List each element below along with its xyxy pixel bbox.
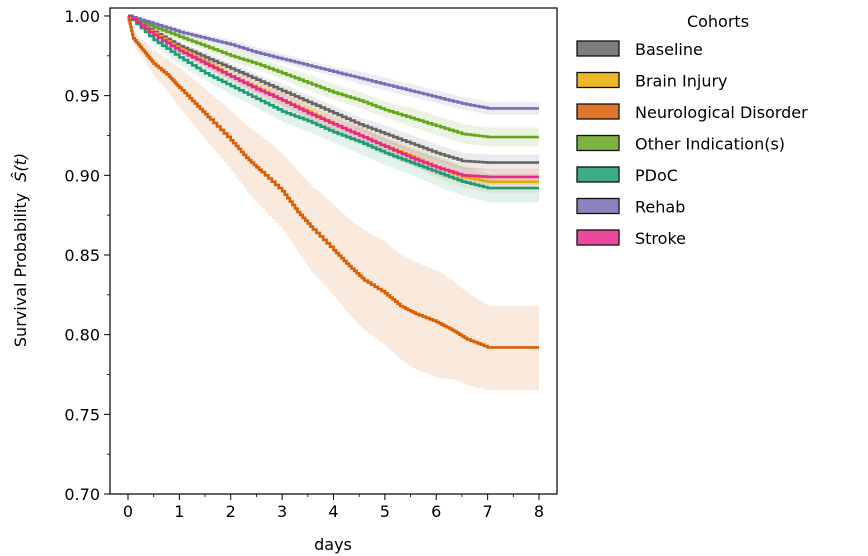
ci-band-baseline bbox=[128, 16, 539, 171]
legend-swatch-rehab bbox=[576, 197, 620, 215]
series-line-other-indication-s bbox=[128, 14, 539, 139]
series-line-stroke bbox=[128, 14, 539, 179]
x-axis-label: days bbox=[314, 535, 352, 554]
series-line-pdoc bbox=[128, 14, 539, 190]
ci-band-neurological-disorder bbox=[128, 16, 539, 391]
legend-label-rehab: Rehab bbox=[635, 198, 685, 217]
y-tick-label-0.80: 0.80 bbox=[64, 326, 100, 345]
ci-band-brain-injury bbox=[128, 16, 539, 193]
legend-swatch-pdoc bbox=[576, 166, 620, 183]
legend-swatch-baseline bbox=[576, 40, 620, 57]
ci-band-pdoc bbox=[128, 16, 539, 203]
series-line-rehab bbox=[128, 14, 539, 110]
legend-swatch-brain-injury bbox=[576, 71, 620, 89]
legend-label-stroke: Stroke bbox=[635, 229, 686, 248]
legend: Cohorts Baseline Brain Injury Neurological… bbox=[576, 12, 808, 248]
x-tick-label-7: 7 bbox=[483, 502, 493, 521]
series-line-neurological-disorder bbox=[127, 14, 539, 349]
x-tick-label-4: 4 bbox=[328, 502, 338, 521]
y-axis-label-math: Ŝ(t) bbox=[11, 153, 30, 182]
y-axis-label: Survival Probability Ŝ(t) bbox=[11, 153, 30, 347]
x-tick-label-1: 1 bbox=[174, 502, 184, 521]
y-tick-label-0.85: 0.85 bbox=[64, 246, 100, 265]
x-tick-label-5: 5 bbox=[380, 502, 390, 521]
legend-swatch-neurological-disorder bbox=[576, 103, 620, 120]
x-tick-label-8: 8 bbox=[534, 502, 544, 521]
x-tick-label-6: 6 bbox=[431, 502, 441, 521]
x-tick-label-0: 0 bbox=[123, 502, 133, 521]
y-axis: 0.70 0.75 0.80 0.85 0.90 0.95 1.00 bbox=[64, 7, 110, 504]
y-tick-label-0.95: 0.95 bbox=[64, 87, 100, 106]
series-line-baseline bbox=[128, 14, 539, 164]
y-tick-label-0.90: 0.90 bbox=[64, 166, 100, 185]
legend-label-pdoc: PDoC bbox=[635, 166, 678, 185]
survival-curves bbox=[127, 14, 539, 349]
legend-label-baseline: Baseline bbox=[635, 40, 703, 59]
y-tick-label-1.00: 1.00 bbox=[64, 7, 100, 26]
legend-title: Cohorts bbox=[687, 12, 749, 31]
x-tick-label-2: 2 bbox=[226, 502, 236, 521]
y-axis-label-text: Survival Probability bbox=[11, 193, 30, 347]
legend-label-other-indication-s: Other Indication(s) bbox=[635, 135, 785, 154]
legend-label-neurological-disorder: Neurological Disorder bbox=[635, 103, 808, 122]
ci-band-rehab bbox=[128, 16, 539, 115]
legend-swatch-other-indication-s bbox=[576, 134, 620, 152]
x-axis: 0 1 2 3 4 5 6 7 8 bbox=[123, 494, 544, 521]
x-tick-label-3: 3 bbox=[277, 502, 287, 521]
y-tick-label-0.70: 0.70 bbox=[64, 485, 100, 504]
legend-label-brain-injury: Brain Injury bbox=[635, 72, 728, 91]
y-tick-label-0.75: 0.75 bbox=[64, 405, 100, 424]
legend-swatch-stroke bbox=[576, 229, 620, 246]
